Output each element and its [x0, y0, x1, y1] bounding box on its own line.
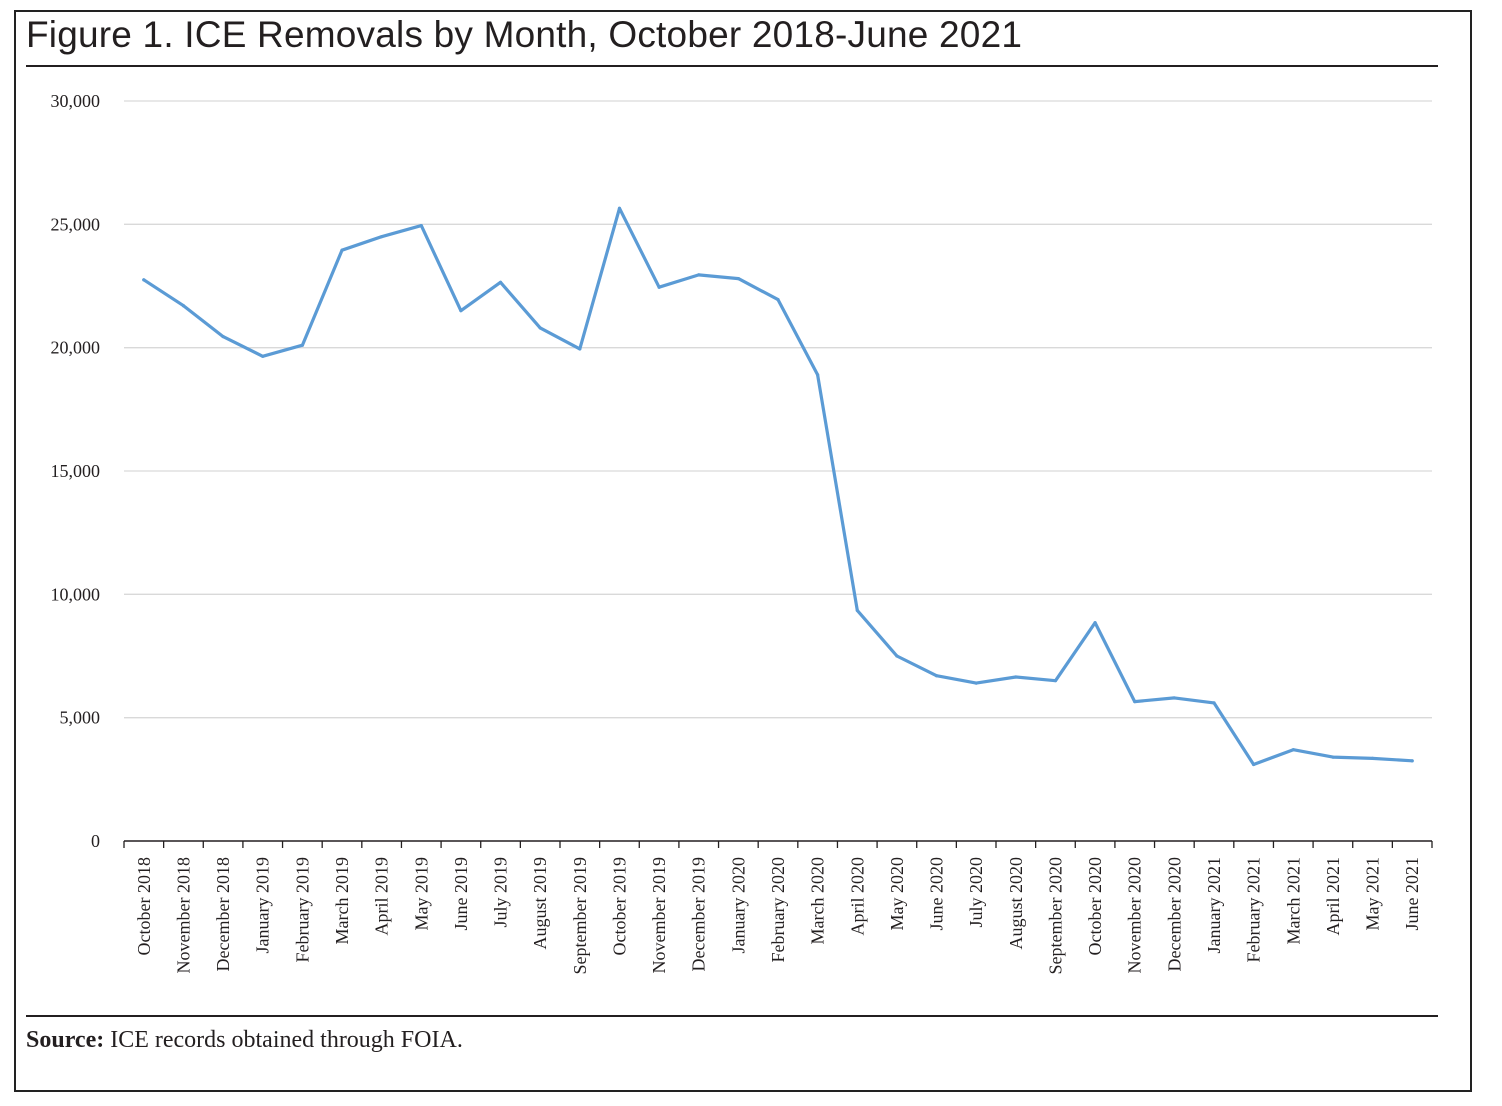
- data-point: [816, 373, 820, 377]
- series-line: [142, 206, 1414, 767]
- x-tick-label: November 2019: [649, 857, 669, 973]
- series-group: [142, 206, 1414, 767]
- data-point: [142, 278, 146, 282]
- data-point: [261, 354, 265, 358]
- x-tick-label: June 2020: [927, 857, 947, 931]
- figure-frame: [14, 10, 1472, 1092]
- data-point: [697, 273, 701, 277]
- x-tick-label: September 2020: [1045, 857, 1065, 974]
- data-point: [498, 280, 503, 284]
- data-point: [1133, 700, 1137, 704]
- data-point: [419, 223, 423, 228]
- x-tick-label: March 2020: [808, 857, 828, 944]
- y-tick-label: 10,000: [51, 584, 101, 604]
- data-point: [1093, 621, 1097, 625]
- x-tick-label: November 2020: [1125, 857, 1145, 973]
- data-point: [340, 248, 344, 252]
- x-tick-label: March 2019: [332, 857, 352, 944]
- x-tick-label: July 2020: [966, 857, 986, 928]
- x-tick-label: April 2019: [372, 857, 392, 936]
- data-point: [617, 206, 622, 210]
- source-text: ICE records obtained through FOIA.: [104, 1027, 463, 1053]
- title-rule: [26, 65, 1438, 67]
- data-point: [1014, 675, 1018, 679]
- x-tick-label: December 2019: [689, 857, 709, 971]
- x-tick-label: January 2020: [728, 857, 748, 953]
- x-tick-label: August 2019: [530, 857, 550, 950]
- source-rule: [26, 1015, 1438, 1017]
- x-tick-label: May 2020: [887, 857, 907, 931]
- x-tick-label: January 2019: [253, 857, 273, 953]
- y-tick-label: 30,000: [51, 91, 101, 111]
- x-tick-label: June 2021: [1402, 857, 1422, 931]
- x-axis-ticks: October 2018 November 2018 December 2018 Ja…: [134, 857, 1422, 974]
- data-point: [1053, 679, 1058, 683]
- x-tick-label: June 2019: [451, 857, 471, 931]
- x-axis: [123, 840, 1433, 848]
- x-tick-label: December 2020: [1164, 857, 1184, 971]
- data-point: [578, 347, 582, 351]
- x-tick-label: February 2020: [768, 857, 788, 962]
- x-tick-label: July 2019: [491, 857, 511, 928]
- data-point: [1252, 762, 1256, 767]
- data-point: [776, 297, 780, 302]
- y-tick-label: 5,000: [60, 708, 101, 728]
- data-point: [300, 343, 304, 347]
- x-tick-label: April 2020: [847, 857, 867, 936]
- x-tick-label: March 2021: [1283, 857, 1303, 944]
- data-point: [221, 334, 225, 339]
- gridlines: [124, 100, 1432, 719]
- x-tick-label: November 2018: [173, 857, 193, 973]
- data-point: [380, 235, 384, 239]
- y-tick-label: 25,000: [51, 214, 101, 234]
- x-tick-label: February 2021: [1244, 857, 1264, 962]
- data-point: [974, 681, 978, 685]
- data-point: [538, 326, 542, 330]
- source-note: Source: ICE records obtained through FOI…: [26, 1027, 463, 1054]
- x-tick-label: September 2019: [570, 857, 590, 974]
- data-point: [1291, 748, 1295, 752]
- x-tick-label: January 2021: [1204, 857, 1224, 953]
- data-point: [1410, 759, 1414, 763]
- data-point: [736, 277, 740, 281]
- data-point: [1370, 756, 1375, 760]
- data-point: [181, 304, 186, 308]
- data-point: [657, 285, 661, 289]
- x-tick-label: May 2019: [411, 857, 431, 931]
- data-point: [459, 309, 463, 313]
- data-point: [1331, 755, 1335, 759]
- x-tick-label: October 2018: [134, 857, 154, 955]
- data-point: [1172, 696, 1176, 700]
- x-tick-label: October 2019: [609, 857, 629, 955]
- x-tick-label: February 2019: [292, 857, 312, 962]
- data-point: [934, 674, 939, 678]
- y-tick-label: 20,000: [51, 338, 101, 358]
- y-tick-label: 0: [91, 831, 100, 851]
- x-tick-label: December 2018: [213, 857, 233, 971]
- x-tick-label: October 2020: [1085, 857, 1105, 955]
- x-tick-label: May 2021: [1363, 857, 1383, 931]
- x-tick-label: April 2021: [1323, 857, 1343, 936]
- data-point: [895, 654, 899, 658]
- figure-title: Figure 1. ICE Removals by Month, October…: [26, 14, 1023, 55]
- data-point: [855, 608, 859, 612]
- x-tick-label: August 2020: [1006, 857, 1026, 950]
- y-axis-ticks: 0 5,000 10,000 15,000 20,000 25,000 30,000: [51, 91, 101, 851]
- source-label: Source:: [26, 1027, 105, 1053]
- data-point: [1212, 701, 1216, 705]
- y-tick-label: 15,000: [51, 461, 101, 481]
